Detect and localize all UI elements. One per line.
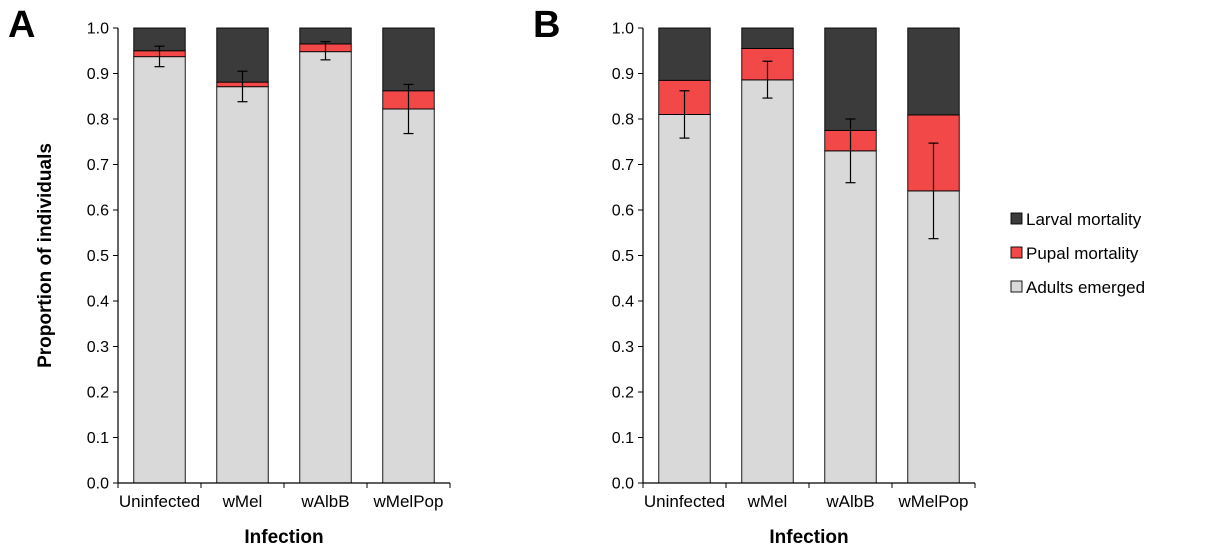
panel-letter: A (8, 4, 35, 46)
bar-wmel-adults-emerged (216, 86, 269, 484)
bar-wmelpop-larval-mortality (382, 27, 435, 92)
legend-label-adults-emerged: Adults emerged (1026, 278, 1145, 297)
y-tick-label: 0.3 (87, 339, 109, 356)
bar-uninfected-adults-emerged (658, 113, 711, 484)
y-tick-label: 0.2 (612, 385, 634, 402)
x-tick-label: Uninfected (119, 492, 200, 511)
y-tick-label: 0.4 (612, 294, 634, 311)
y-tick-label: 0.5 (87, 248, 109, 265)
y-tick-label: 0.5 (612, 248, 634, 265)
y-tick-label: 0.1 (87, 430, 109, 447)
legend-label-pupal-mortality: Pupal mortality (1026, 244, 1139, 263)
bar-walbb-adults-emerged (299, 51, 352, 484)
legend: Larval mortality Pupal mortality Adults em… (1010, 210, 1145, 297)
x-tick-label: wMelPop (373, 492, 444, 511)
y-tick-label: 1.0 (612, 21, 634, 38)
bar-walbb-larval-mortality (824, 27, 877, 131)
bar-walbb-adults-emerged (824, 150, 877, 484)
panel-a: A 0.0 0.1 0.2 0.3 0.4 0.5 0.6 0.7 0.8 0.9 1.0 Uninfe… (8, 4, 451, 548)
x-tick-label: wMel (747, 492, 788, 511)
y-tick-label: 0.1 (612, 430, 634, 447)
y-tick-label: 0.7 (87, 157, 109, 174)
legend-label-larval-mortality: Larval mortality (1026, 210, 1142, 229)
x-tick-label: wMelPop (898, 492, 969, 511)
y-tick-label: 0.0 (612, 476, 634, 493)
x-axis-title: Infection (769, 527, 848, 548)
bar-wmelpop-adults-emerged (382, 108, 435, 484)
panel-letter: B (533, 4, 560, 46)
y-axis-title: Proportion of individuals (35, 143, 56, 368)
y-tick-label: 0.0 (87, 476, 109, 493)
y-tick-label: 0.2 (87, 385, 109, 402)
x-tick-label: wAlbB (825, 492, 874, 511)
y-tick-label: 0.4 (87, 294, 109, 311)
x-tick-label: wAlbB (300, 492, 349, 511)
y-tick-label: 0.8 (87, 112, 109, 129)
x-axis-title: Infection (244, 527, 323, 548)
y-tick-label: 0.7 (612, 157, 634, 174)
y-tick-label: 1.0 (87, 21, 109, 38)
bar-wmelpop-larval-mortality (907, 27, 960, 116)
x-tick-label: Uninfected (644, 492, 725, 511)
y-tick-label: 0.9 (612, 66, 634, 83)
y-tick-label: 0.9 (87, 66, 109, 83)
legend-swatch-larval-mortality (1010, 212, 1023, 225)
bar-wmelpop-adults-emerged (907, 190, 960, 484)
legend-swatch-pupal-mortality (1010, 246, 1023, 259)
bar-uninfected-larval-mortality (658, 27, 711, 81)
panel-b: B 0.0 0.1 0.2 0.3 0.4 0.5 0.6 0.7 0.8 0.9 1.0 Uninfe… (533, 4, 976, 548)
y-tick-label: 0.6 (612, 203, 634, 220)
legend-swatch-adults-emerged (1010, 280, 1023, 293)
y-tick-label: 0.6 (87, 203, 109, 220)
y-tick-label: 0.8 (612, 112, 634, 129)
bar-wmel-adults-emerged (741, 79, 794, 484)
bar-uninfected-adults-emerged (133, 56, 186, 484)
bar-wmel-larval-mortality (741, 27, 794, 49)
y-tick-label: 0.3 (612, 339, 634, 356)
x-tick-label: wMel (222, 492, 263, 511)
